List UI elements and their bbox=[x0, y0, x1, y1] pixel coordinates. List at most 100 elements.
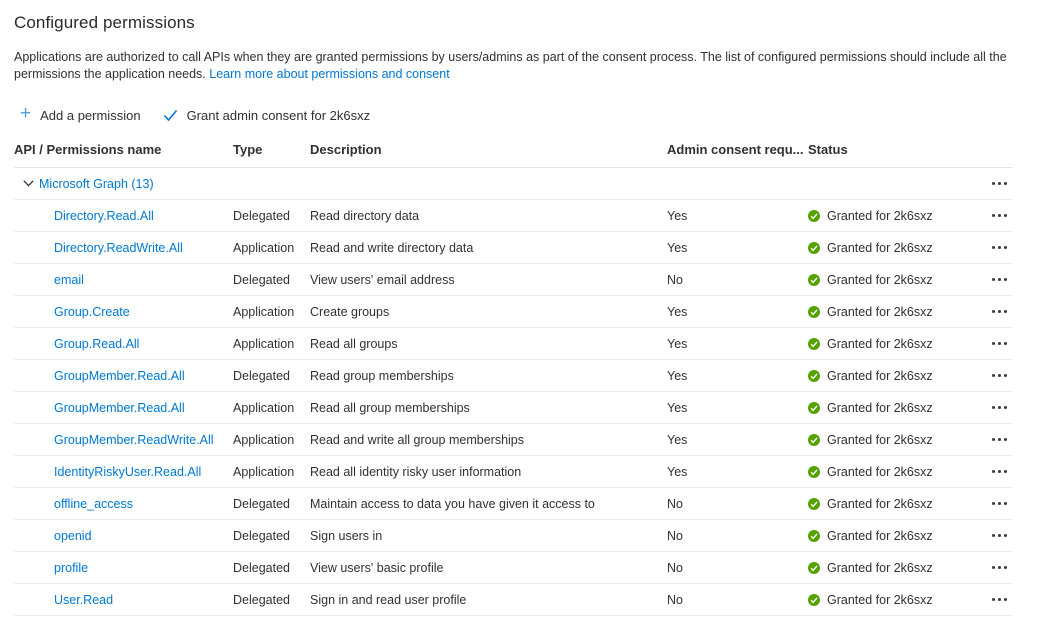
ellipsis-icon bbox=[992, 406, 995, 409]
more-options-button[interactable] bbox=[989, 337, 1010, 350]
admin-consent-required-value: No bbox=[667, 496, 683, 511]
permission-name-link[interactable]: openid bbox=[54, 528, 92, 543]
status-text: Granted for 2k6sxz bbox=[827, 496, 933, 511]
chevron-down-icon[interactable] bbox=[21, 178, 36, 189]
api-group-link[interactable]: Microsoft Graph (13) bbox=[39, 176, 154, 191]
admin-consent-required-value: Yes bbox=[667, 368, 688, 383]
page-description: Applications are authorized to call APIs… bbox=[14, 49, 1043, 83]
granted-check-icon bbox=[808, 497, 820, 510]
permission-type: Application bbox=[233, 400, 295, 415]
more-options-button[interactable] bbox=[989, 561, 1010, 574]
permission-type: Delegated bbox=[233, 208, 290, 223]
admin-consent-required-value: No bbox=[667, 272, 683, 287]
table-row: Directory.ReadWrite.All Application Read… bbox=[14, 232, 1012, 264]
granted-check-icon bbox=[808, 465, 820, 478]
permission-name-link[interactable]: Directory.Read.All bbox=[54, 208, 154, 223]
permissions-table: API / Permissions name Type Description … bbox=[14, 132, 1012, 616]
grant-admin-consent-label: Grant admin consent for 2k6sxz bbox=[186, 107, 371, 123]
permission-name-link[interactable]: email bbox=[54, 272, 84, 287]
permission-name-link[interactable]: User.Read bbox=[54, 592, 114, 607]
permission-name-link[interactable]: Group.Read.All bbox=[54, 336, 140, 351]
permission-name-link[interactable]: Group.Create bbox=[54, 304, 130, 319]
ellipsis-icon bbox=[992, 278, 995, 281]
granted-check-icon bbox=[808, 433, 820, 446]
more-options-button[interactable] bbox=[989, 177, 1010, 190]
table-header-row: API / Permissions name Type Description … bbox=[14, 132, 1012, 168]
admin-consent-required-value: Yes bbox=[667, 336, 688, 351]
permission-type: Application bbox=[233, 240, 295, 255]
grant-admin-consent-button[interactable]: Grant admin consent for 2k6sxz bbox=[157, 104, 379, 127]
status-text: Granted for 2k6sxz bbox=[827, 240, 933, 255]
status-text: Granted for 2k6sxz bbox=[827, 400, 933, 415]
status-text: Granted for 2k6sxz bbox=[827, 272, 933, 287]
status-text: Granted for 2k6sxz bbox=[827, 432, 933, 447]
header-type: Type bbox=[233, 142, 263, 157]
add-permission-label: Add a permission bbox=[40, 107, 141, 123]
permission-description: Read and write all group memberships bbox=[310, 432, 524, 447]
admin-consent-required-value: Yes bbox=[667, 304, 688, 319]
permission-name-link[interactable]: Directory.ReadWrite.All bbox=[54, 240, 183, 255]
ellipsis-icon bbox=[992, 374, 995, 377]
permission-type: Delegated bbox=[233, 272, 290, 287]
permission-description: Sign in and read user profile bbox=[310, 592, 467, 607]
header-admin-consent-required: Admin consent requ... bbox=[667, 142, 804, 157]
more-options-button[interactable] bbox=[989, 241, 1010, 254]
permission-type: Application bbox=[233, 464, 295, 479]
permission-name-link[interactable]: IdentityRiskyUser.Read.All bbox=[54, 464, 202, 479]
more-options-button[interactable] bbox=[989, 465, 1010, 478]
status-text: Granted for 2k6sxz bbox=[827, 592, 933, 607]
more-options-button[interactable] bbox=[989, 593, 1010, 606]
admin-consent-required-value: No bbox=[667, 560, 683, 575]
command-bar: + Add a permission Grant admin consent f… bbox=[14, 100, 1043, 130]
admin-consent-required-value: Yes bbox=[667, 208, 688, 223]
table-row: Directory.Read.All Delegated Read direct… bbox=[14, 200, 1012, 232]
permission-description: Read group memberships bbox=[310, 368, 454, 383]
admin-consent-required-value: No bbox=[667, 592, 683, 607]
add-permission-button[interactable]: + Add a permission bbox=[14, 103, 149, 127]
permission-description: Sign users in bbox=[310, 528, 383, 543]
table-row: profile Delegated View users' basic prof… bbox=[14, 552, 1012, 584]
permission-description: View users' email address bbox=[310, 272, 455, 287]
permission-type: Delegated bbox=[233, 528, 290, 543]
header-api-permissions-name: API / Permissions name bbox=[14, 142, 162, 157]
ellipsis-icon bbox=[992, 470, 995, 473]
admin-consent-required-value: No bbox=[667, 528, 683, 543]
more-options-button[interactable] bbox=[989, 273, 1010, 286]
permission-description: Maintain access to data you have given i… bbox=[310, 496, 595, 511]
status-text: Granted for 2k6sxz bbox=[827, 464, 933, 479]
more-options-button[interactable] bbox=[989, 497, 1010, 510]
permission-name-link[interactable]: GroupMember.Read.All bbox=[54, 400, 185, 415]
check-icon bbox=[163, 109, 178, 122]
more-options-button[interactable] bbox=[989, 209, 1010, 222]
status-text: Granted for 2k6sxz bbox=[827, 528, 933, 543]
permission-type: Application bbox=[233, 432, 295, 447]
permission-type: Delegated bbox=[233, 368, 290, 383]
permission-type: Application bbox=[233, 304, 295, 319]
ellipsis-icon bbox=[992, 502, 995, 505]
permission-name-link[interactable]: GroupMember.Read.All bbox=[54, 368, 185, 383]
table-row: email Delegated View users' email addres… bbox=[14, 264, 1012, 296]
permission-name-link[interactable]: offline_access bbox=[54, 496, 133, 511]
permission-type: Delegated bbox=[233, 560, 290, 575]
permission-description: View users' basic profile bbox=[310, 560, 444, 575]
ellipsis-icon bbox=[992, 310, 995, 313]
plus-icon: + bbox=[20, 103, 32, 124]
more-options-button[interactable] bbox=[989, 305, 1010, 318]
permission-name-link[interactable]: GroupMember.ReadWrite.All bbox=[54, 432, 214, 447]
more-options-button[interactable] bbox=[989, 433, 1010, 446]
ellipsis-icon bbox=[992, 438, 995, 441]
ellipsis-icon bbox=[992, 342, 995, 345]
header-description: Description bbox=[310, 142, 382, 157]
granted-check-icon bbox=[808, 561, 820, 574]
more-options-button[interactable] bbox=[989, 369, 1010, 382]
permission-description: Read directory data bbox=[310, 208, 420, 223]
permission-name-link[interactable]: profile bbox=[54, 560, 89, 575]
granted-check-icon bbox=[808, 337, 820, 350]
permission-description: Create groups bbox=[310, 304, 390, 319]
more-options-button[interactable] bbox=[989, 401, 1010, 414]
page-title: Configured permissions bbox=[14, 13, 195, 32]
more-options-button[interactable] bbox=[989, 529, 1010, 542]
learn-more-link[interactable]: Learn more about permissions and consent bbox=[209, 67, 450, 81]
permission-description: Read all group memberships bbox=[310, 400, 470, 415]
